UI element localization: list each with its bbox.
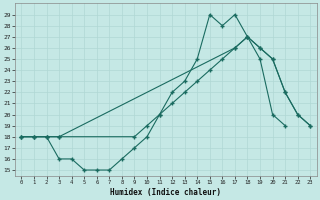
X-axis label: Humidex (Indice chaleur): Humidex (Indice chaleur) bbox=[110, 188, 221, 197]
